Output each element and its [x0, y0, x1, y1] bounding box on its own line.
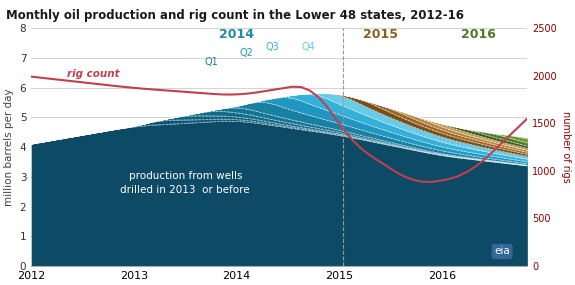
- Text: Q4: Q4: [302, 42, 316, 52]
- Text: rig count: rig count: [67, 69, 120, 79]
- Text: Q3: Q3: [266, 42, 279, 52]
- Text: production from wells
drilled in 2013  or before: production from wells drilled in 2013 or…: [121, 171, 250, 195]
- Text: 2015: 2015: [363, 28, 398, 42]
- Text: Monthly oil production and rig count in the Lower 48 states, 2012-16: Monthly oil production and rig count in …: [6, 9, 464, 22]
- Text: Q1: Q1: [204, 57, 218, 67]
- Text: Q2: Q2: [240, 48, 254, 58]
- Text: 2016: 2016: [461, 28, 496, 42]
- Text: eia: eia: [494, 247, 510, 256]
- Y-axis label: million barrels per day: million barrels per day: [4, 88, 14, 206]
- Text: 2014: 2014: [219, 28, 254, 42]
- Y-axis label: number of rigs: number of rigs: [561, 111, 571, 183]
